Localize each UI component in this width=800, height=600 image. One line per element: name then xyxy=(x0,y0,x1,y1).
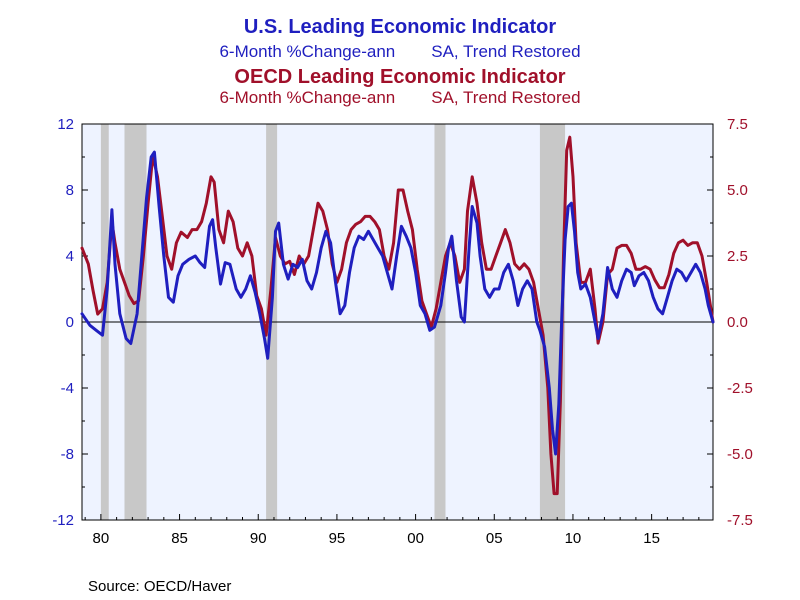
x-tick-label: 00 xyxy=(407,530,424,547)
oecd-subtitle-adjustment: SA, Trend Restored xyxy=(431,88,581,107)
oecd-chart-title: OECD Leading Economic Indicator xyxy=(234,66,566,88)
x-tick-label: 90 xyxy=(250,530,267,547)
left-tick-label: 12 xyxy=(57,116,74,133)
x-tick-label: 80 xyxy=(93,530,110,547)
source-note: Source: OECD/Haver xyxy=(88,578,232,595)
right-tick-label: -2.5 xyxy=(727,380,753,397)
left-tick-label: 8 xyxy=(66,182,74,199)
right-tick-label: 2.5 xyxy=(727,248,748,265)
us-subtitle-measure: 6-Month %Change-ann xyxy=(219,42,396,61)
x-tick-label: 95 xyxy=(329,530,346,547)
left-tick-label: -12 xyxy=(52,512,74,529)
left-tick-label: 4 xyxy=(66,248,74,265)
oecd-chart-subtitle: 6-Month %Change-ann SA, Trend Restored xyxy=(0,88,800,108)
left-tick-label: -4 xyxy=(61,380,74,397)
left-tick-label: -8 xyxy=(61,446,74,463)
right-tick-label: -7.5 xyxy=(727,512,753,529)
right-tick-label: 7.5 xyxy=(727,116,748,133)
us-chart-subtitle: 6-Month %Change-ann SA, Trend Restored xyxy=(0,42,800,62)
left-tick-label: 0 xyxy=(66,314,74,331)
x-tick-label: 10 xyxy=(565,530,582,547)
us-subtitle-adjustment: SA, Trend Restored xyxy=(431,42,581,61)
x-tick-label: 85 xyxy=(171,530,188,547)
oecd-subtitle-measure: 6-Month %Change-ann xyxy=(219,88,396,107)
us-lei-line xyxy=(80,150,715,456)
right-tick-label: 5.0 xyxy=(727,182,748,199)
us-chart-title: U.S. Leading Economic Indicator xyxy=(243,16,557,38)
x-tick-label: 05 xyxy=(486,530,503,547)
right-tick-label: -5.0 xyxy=(727,446,753,463)
x-tick-label: 15 xyxy=(643,530,660,547)
right-tick-label: 0.0 xyxy=(727,314,748,331)
